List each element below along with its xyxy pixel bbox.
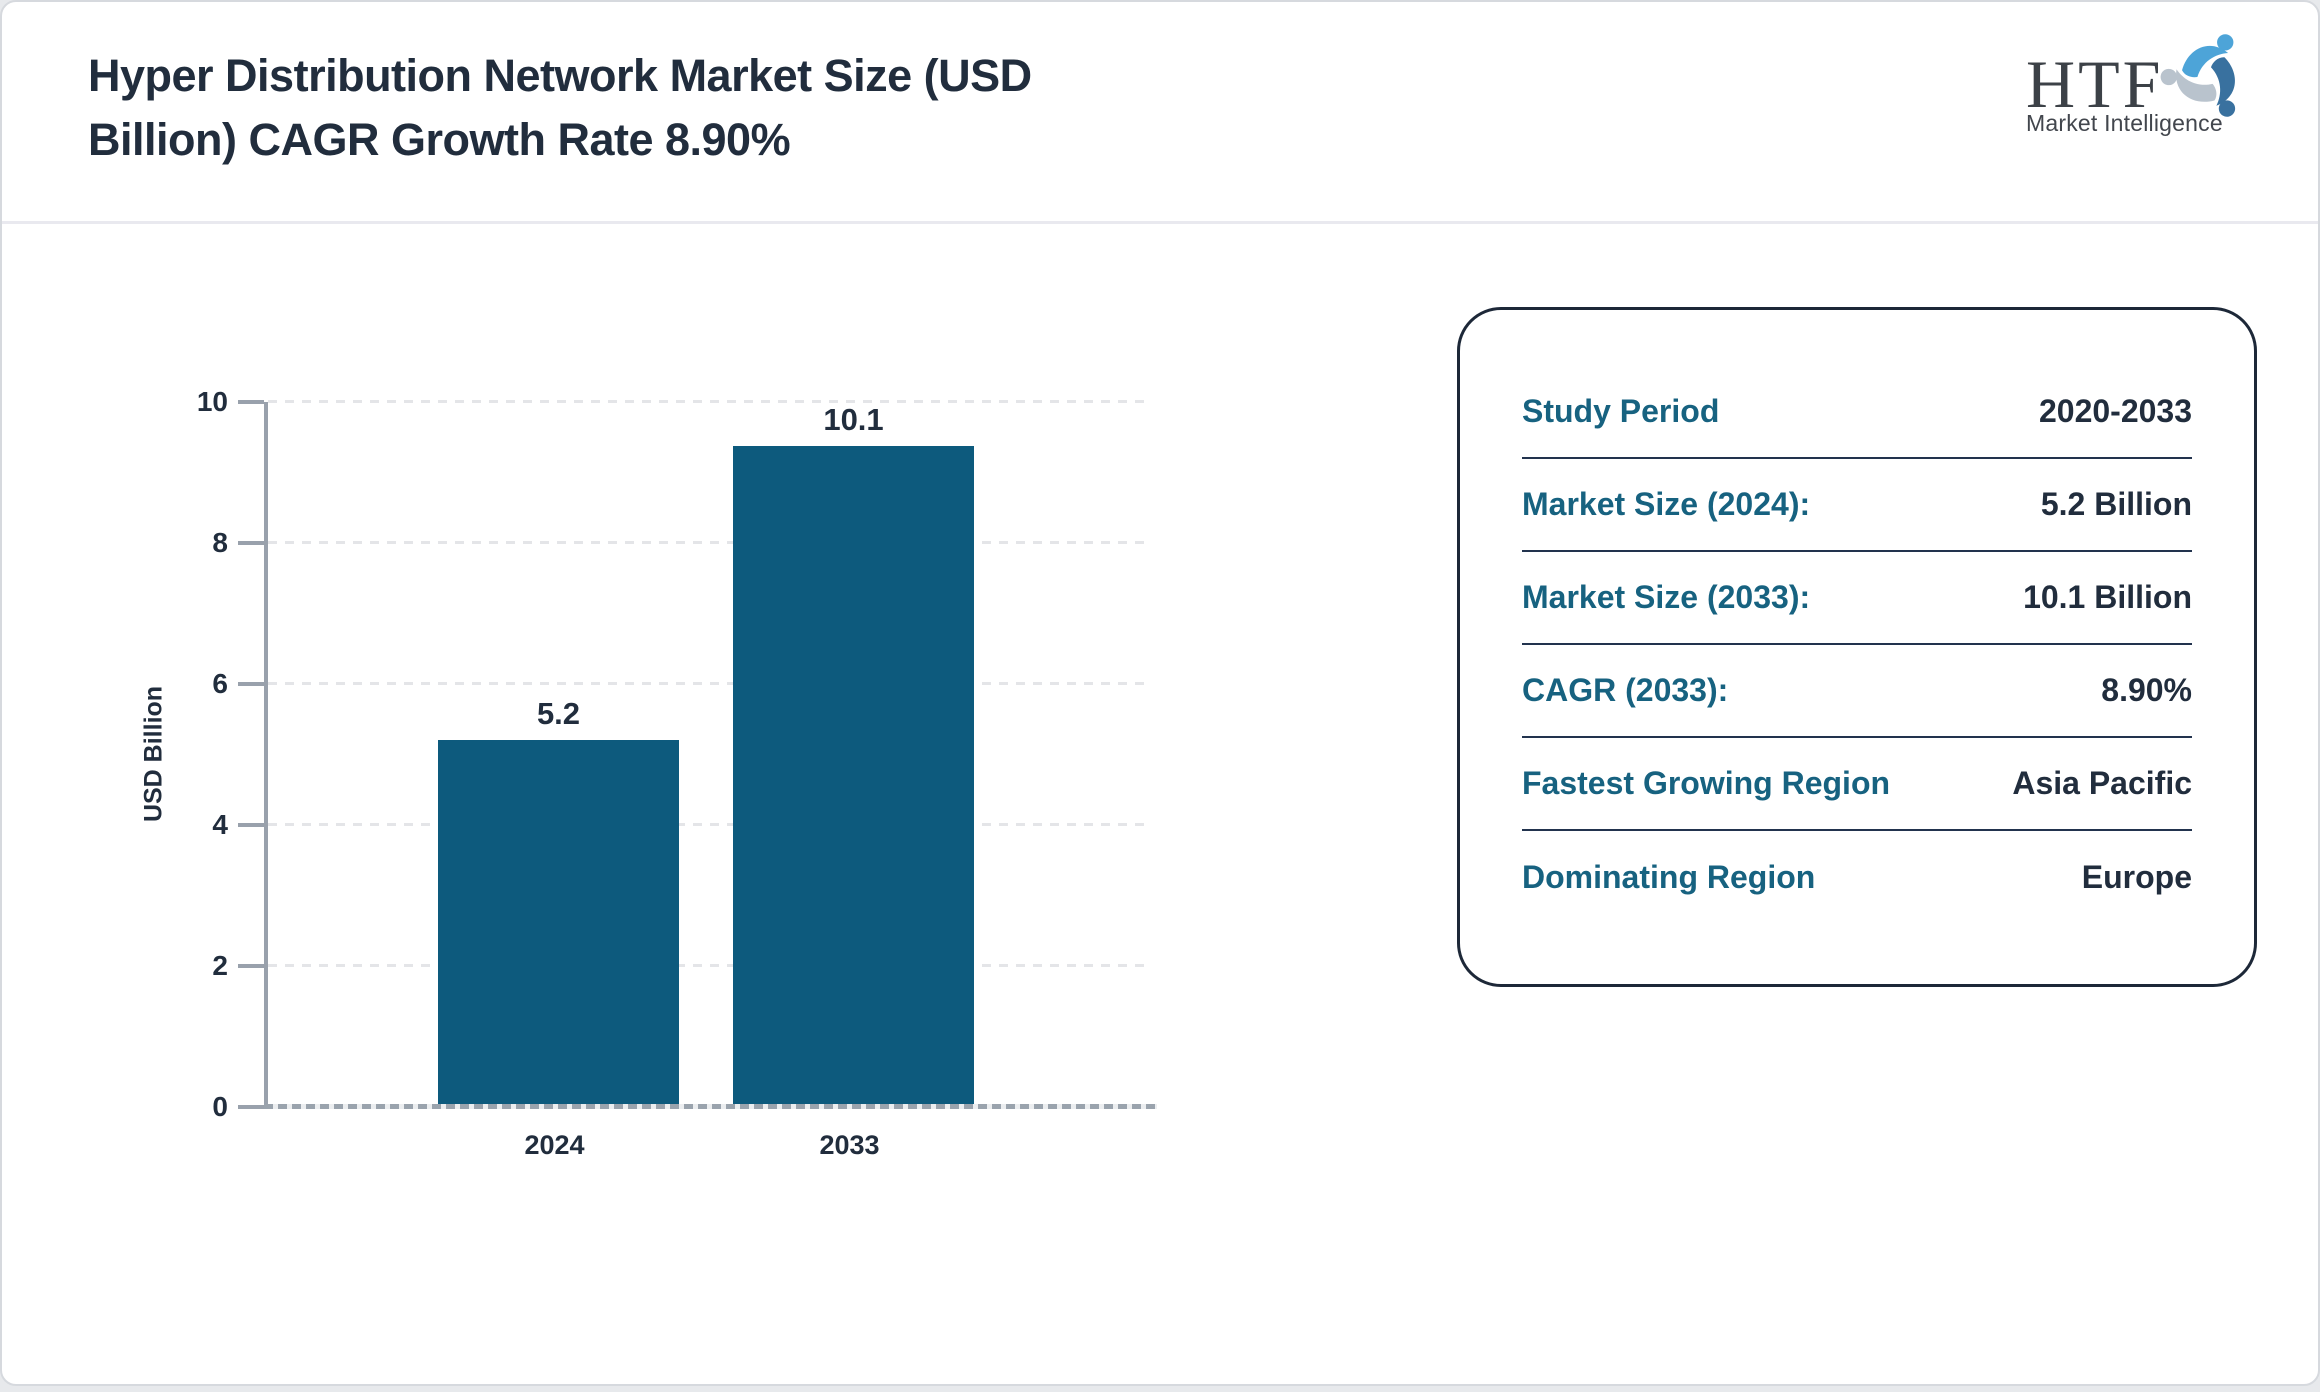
summary-label: Market Size (2024): bbox=[1522, 486, 1811, 522]
summary-value: 10.1 Billion bbox=[2023, 579, 2192, 615]
tick-mark-2 bbox=[238, 964, 264, 968]
bar-2033 bbox=[733, 446, 974, 1107]
summary-row-cagr: CAGR (2033): 8.90% bbox=[1522, 645, 2192, 738]
y-tick-0: 0 bbox=[212, 1091, 228, 1122]
summary-value: 8.90% bbox=[2101, 672, 2192, 708]
summary-label: Market Size (2033): bbox=[1522, 579, 1811, 615]
summary-row-market-size-2033: Market Size (2033): 10.1 Billion bbox=[1522, 552, 2192, 645]
gridline-2 bbox=[268, 964, 1147, 967]
tick-mark-8 bbox=[238, 541, 264, 545]
summary-value: 5.2 Billion bbox=[2040, 486, 2192, 522]
htf-logo: HTF Market Intelligence bbox=[2026, 28, 2266, 158]
bar-group-2033: 10.1 bbox=[733, 402, 974, 1107]
x-tick-2033: 2033 bbox=[819, 1130, 880, 1160]
summary-row-dominating-region: Dominating Region Europe bbox=[1522, 831, 2192, 924]
bar-value-2033: 10.1 bbox=[823, 402, 884, 437]
y-tick-10: 10 bbox=[196, 386, 228, 417]
page-title-line2: Billion) CAGR Growth Rate 8.90% bbox=[88, 114, 791, 165]
y-axis-tick-labels: 0 2 4 6 8 10 bbox=[102, 388, 228, 1121]
summary-label: Study Period bbox=[1522, 393, 1720, 429]
market-summary-card: Study Period 2020-2033 Market Size (2024… bbox=[1457, 307, 2257, 987]
htf-logo-text: HTF bbox=[2026, 46, 2164, 122]
bar-group-2024: 5.2 bbox=[438, 402, 679, 1107]
tick-mark-4 bbox=[238, 823, 264, 827]
plot-area: 5.2 10.1 bbox=[238, 400, 1157, 1109]
htf-logo-subtitle: Market Intelligence bbox=[2026, 110, 2223, 136]
summary-row-market-size-2024: Market Size (2024): 5.2 Billion bbox=[1522, 459, 2192, 552]
header-divider bbox=[2, 221, 2318, 224]
summary-label: Dominating Region bbox=[1522, 859, 1816, 895]
y-tick-8: 8 bbox=[212, 527, 228, 558]
tick-mark-10 bbox=[238, 400, 264, 404]
gridline-10 bbox=[268, 400, 1147, 403]
page-title-line1: Hyper Distribution Network Market Size (… bbox=[88, 50, 1032, 101]
summary-row-study-period: Study Period 2020-2033 bbox=[1522, 366, 2192, 459]
summary-label: Fastest Growing Region bbox=[1522, 765, 1891, 801]
x-tick-2024: 2024 bbox=[524, 1130, 585, 1160]
summary-value: Asia Pacific bbox=[2012, 765, 2192, 801]
tick-mark-0 bbox=[238, 1105, 264, 1109]
summary-value: Europe bbox=[2081, 859, 2192, 895]
page-title: Hyper Distribution Network Market Size (… bbox=[88, 44, 1438, 172]
summary-row-fastest-growing-region: Fastest Growing Region Asia Pacific bbox=[1522, 738, 2192, 831]
summary-value: 2020-2033 bbox=[2038, 393, 2192, 429]
tick-mark-6 bbox=[238, 682, 264, 686]
bar-value-2024: 5.2 bbox=[536, 696, 581, 732]
y-tick-2: 2 bbox=[212, 950, 228, 981]
y-tick-4: 4 bbox=[212, 809, 228, 840]
bar-2024 bbox=[438, 740, 679, 1107]
summary-label: CAGR (2033): bbox=[1522, 672, 1729, 708]
y-tick-6: 6 bbox=[212, 668, 228, 699]
gridline-6 bbox=[268, 682, 1147, 685]
tri-swirl-people-icon bbox=[2161, 34, 2236, 117]
x-axis-line bbox=[264, 1104, 1157, 1109]
gridline-8 bbox=[268, 541, 1147, 544]
gridline-4 bbox=[268, 823, 1147, 826]
